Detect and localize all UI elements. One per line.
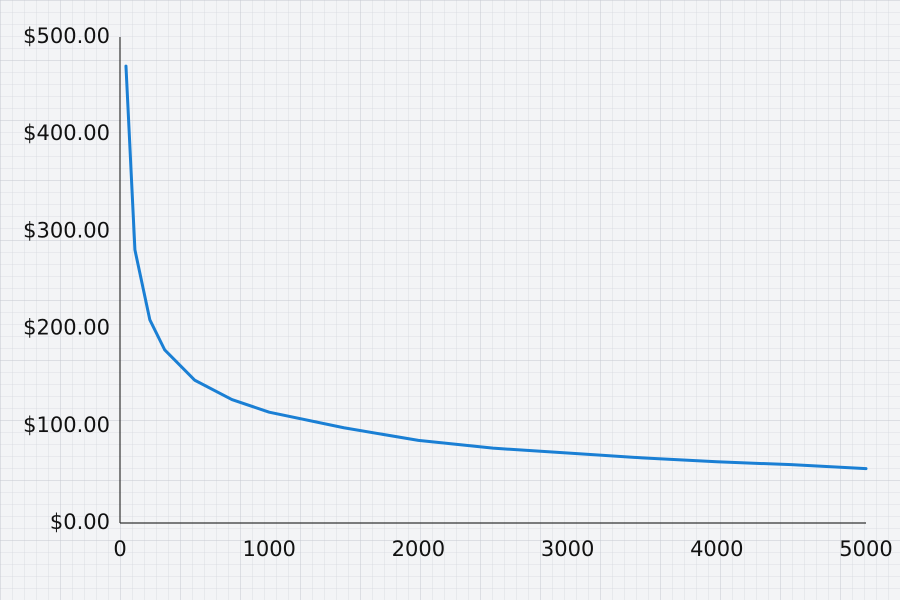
y-tick-label: $300.00 [23,218,110,242]
x-tick-label: 2000 [392,537,445,561]
y-tick-label: $500.00 [23,24,110,48]
x-tick-label: 1000 [242,537,295,561]
x-tick-label: 0 [113,537,126,561]
x-tick-label: 3000 [541,537,594,561]
x-tick-label: 5000 [839,537,892,561]
x-tick-label: 4000 [690,537,743,561]
y-tick-label: $100.00 [23,413,110,437]
y-tick-label: $200.00 [23,316,110,340]
y-tick-label: $0.00 [50,510,110,534]
y-tick-label: $400.00 [23,121,110,145]
line-series [124,64,868,471]
